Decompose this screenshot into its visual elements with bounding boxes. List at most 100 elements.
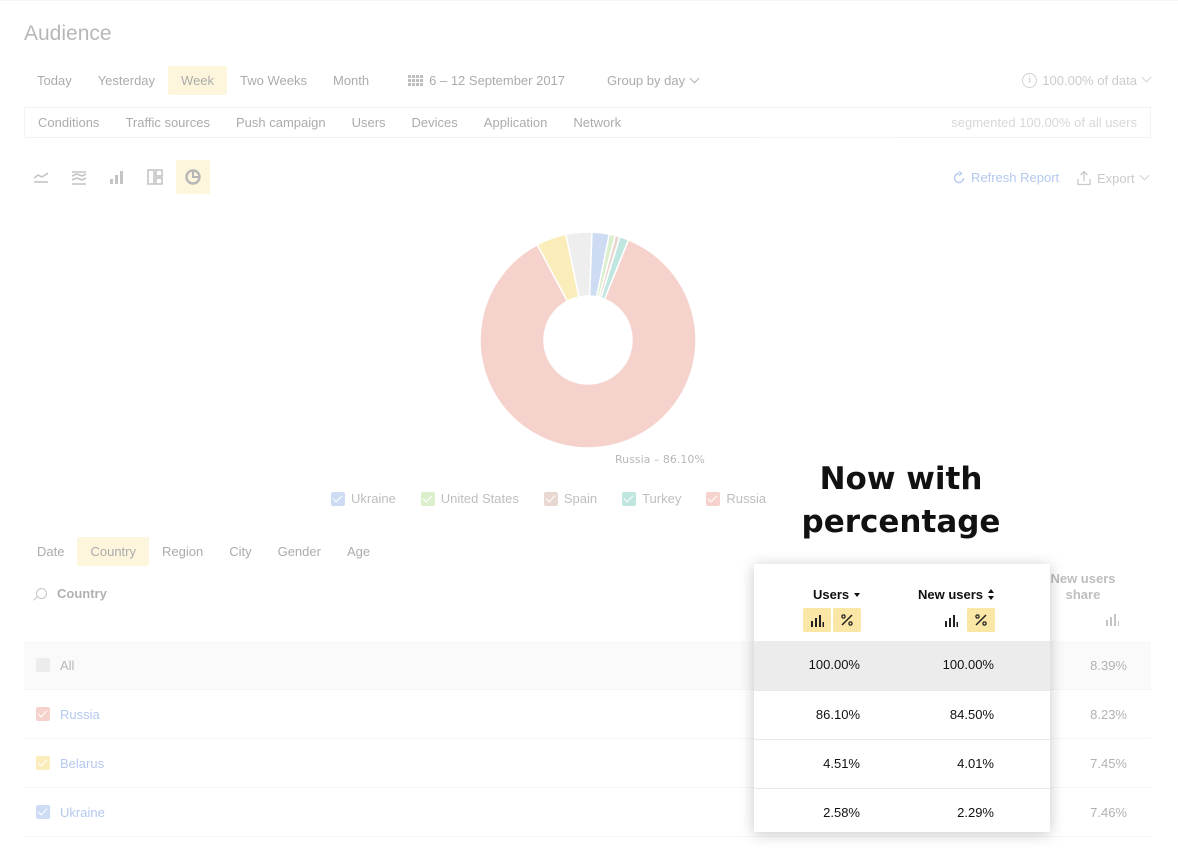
bar-chart-toggle-icon[interactable] <box>1105 613 1119 631</box>
segment-application[interactable]: Application <box>483 115 548 130</box>
legend-checkbox[interactable] <box>706 491 721 506</box>
sort-icon <box>988 589 995 600</box>
segment-bar: Conditions Traffic sources Push campaign… <box>24 107 1151 138</box>
segment-conditions[interactable]: Conditions <box>38 115 100 130</box>
new-users-percent-value: 100.00% <box>942 657 994 672</box>
new-users-share-header[interactable]: New users share <box>1038 571 1128 603</box>
segment-devices[interactable]: Devices <box>411 115 458 130</box>
users-absolute-toggle[interactable] <box>803 608 831 632</box>
country-name: All <box>60 657 75 673</box>
legend-label: Spain <box>563 491 598 506</box>
data-sampling-dropdown[interactable]: i 100.00% of data <box>1022 72 1152 88</box>
search-icon[interactable] <box>36 588 47 599</box>
pie-slice-russia[interactable] <box>479 238 697 449</box>
row-checkbox[interactable] <box>36 707 50 721</box>
legend-item[interactable]: Russia <box>706 491 766 506</box>
stacked-chart-icon[interactable] <box>62 160 96 194</box>
legend-item[interactable]: United States <box>420 491 519 506</box>
upload-icon <box>1077 170 1091 186</box>
users-header-label: Users <box>813 587 850 602</box>
period-month[interactable]: Month <box>333 73 370 88</box>
bar-chart-icon <box>945 615 958 627</box>
country-header-label: Country <box>57 586 107 601</box>
pie-slice-spain[interactable] <box>598 234 621 299</box>
dimension-tabs: Date Country Region City Gender Age <box>24 537 383 566</box>
line-chart-icon[interactable] <box>24 160 58 194</box>
chevron-down-icon <box>689 73 700 84</box>
users-percent-value: 86.10% <box>815 707 860 722</box>
period-today[interactable]: Today <box>37 73 72 88</box>
table-row[interactable]: Belarus 7.45% <box>24 739 1151 788</box>
new-users-column-header[interactable]: New users <box>918 587 995 602</box>
segment-push-campaign[interactable]: Push campaign <box>235 115 326 130</box>
segment-traffic-sources[interactable]: Traffic sources <box>125 115 210 130</box>
tab-age[interactable]: Age <box>346 544 371 559</box>
row-checkbox[interactable] <box>36 805 50 819</box>
country-name[interactable]: Ukraine <box>60 804 105 820</box>
export-dropdown[interactable]: Export <box>1077 170 1150 186</box>
period-week[interactable]: Week <box>168 66 228 95</box>
row-checkbox[interactable] <box>36 756 50 770</box>
refresh-report-label: Refresh Report <box>971 170 1060 185</box>
country-column-header[interactable]: Country <box>36 586 107 601</box>
percent-icon <box>975 614 987 626</box>
pie-slice-ukraine[interactable] <box>588 231 611 298</box>
legend-checkbox[interactable] <box>331 491 345 506</box>
new-users-percent-value: 2.29% <box>957 805 994 820</box>
tab-city[interactable]: City <box>229 544 252 559</box>
legend-item[interactable]: Spain <box>543 491 598 506</box>
card-table-row: 100.00% 100.00% <box>754 641 1050 690</box>
group-by-label: Group by day <box>607 73 686 88</box>
new-users-percent-value: 4.01% <box>957 756 994 771</box>
pie-slice-belarus[interactable] <box>536 233 580 303</box>
tab-gender[interactable]: Gender <box>277 544 321 559</box>
new-users-header-label: New users <box>918 587 984 602</box>
calendar-icon <box>408 75 424 86</box>
legend-item[interactable]: Turkey <box>622 491 681 506</box>
table-row[interactable]: Ukraine 7.46% <box>24 788 1151 837</box>
new-users-absolute-toggle[interactable] <box>937 608 965 632</box>
segment-network[interactable]: Network <box>573 115 622 130</box>
tab-date[interactable]: Date <box>37 544 65 559</box>
tab-country[interactable]: Country <box>77 537 149 566</box>
top-divider <box>0 0 1178 1</box>
legend-checkbox[interactable] <box>420 491 435 506</box>
country-name[interactable]: Russia <box>60 706 100 722</box>
users-percent-value: 2.58% <box>823 805 860 820</box>
legend-item[interactable]: Ukraine <box>331 491 396 506</box>
group-by-dropdown[interactable]: Group by day <box>607 73 700 88</box>
data-sampling-label: 100.00% of data <box>1042 73 1137 88</box>
info-icon: i <box>1022 73 1038 88</box>
headline: Now with percentage <box>801 461 1001 540</box>
bar-chart-icon[interactable] <box>100 160 134 194</box>
donut-chart <box>479 231 697 449</box>
period-two-weeks[interactable]: Two Weeks <box>240 73 307 88</box>
new-users-percent-value: 84.50% <box>949 707 994 722</box>
legend-checkbox[interactable] <box>543 491 558 506</box>
country-name[interactable]: Belarus <box>60 755 105 771</box>
chevron-down-icon <box>1139 170 1150 180</box>
legend-label: United States <box>440 491 519 506</box>
pie-slice-turkey[interactable] <box>600 235 630 301</box>
tab-region[interactable]: Region <box>162 544 204 559</box>
bar-chart-icon <box>811 615 824 627</box>
new-users-share-value: 8.39% <box>1090 657 1127 673</box>
users-percent-toggle[interactable] <box>833 608 861 632</box>
period-yesterday[interactable]: Yesterday <box>97 73 156 88</box>
pie-slice-united-states[interactable] <box>595 233 617 299</box>
new-users-percent-toggle[interactable] <box>967 608 995 632</box>
pie-slice-other[interactable] <box>565 231 593 298</box>
table-row[interactable]: Russia 8.23% <box>24 690 1151 739</box>
treemap-icon[interactable] <box>138 160 172 194</box>
date-range-label: 6 – 12 September 2017 <box>429 73 566 88</box>
percentage-table-card: Users New users 100.00% 100.00% 86.10% 84.5… <box>754 564 1050 832</box>
pie-chart-icon[interactable] <box>176 160 210 194</box>
row-checkbox[interactable] <box>36 658 50 672</box>
legend-label: Russia <box>726 491 767 506</box>
users-column-header[interactable]: Users <box>813 587 861 602</box>
segment-users[interactable]: Users <box>351 115 386 130</box>
legend-checkbox[interactable] <box>622 491 637 506</box>
date-range-picker[interactable]: 6 – 12 September 2017 <box>408 73 565 88</box>
refresh-report-button[interactable]: Refresh Report <box>952 170 1059 185</box>
